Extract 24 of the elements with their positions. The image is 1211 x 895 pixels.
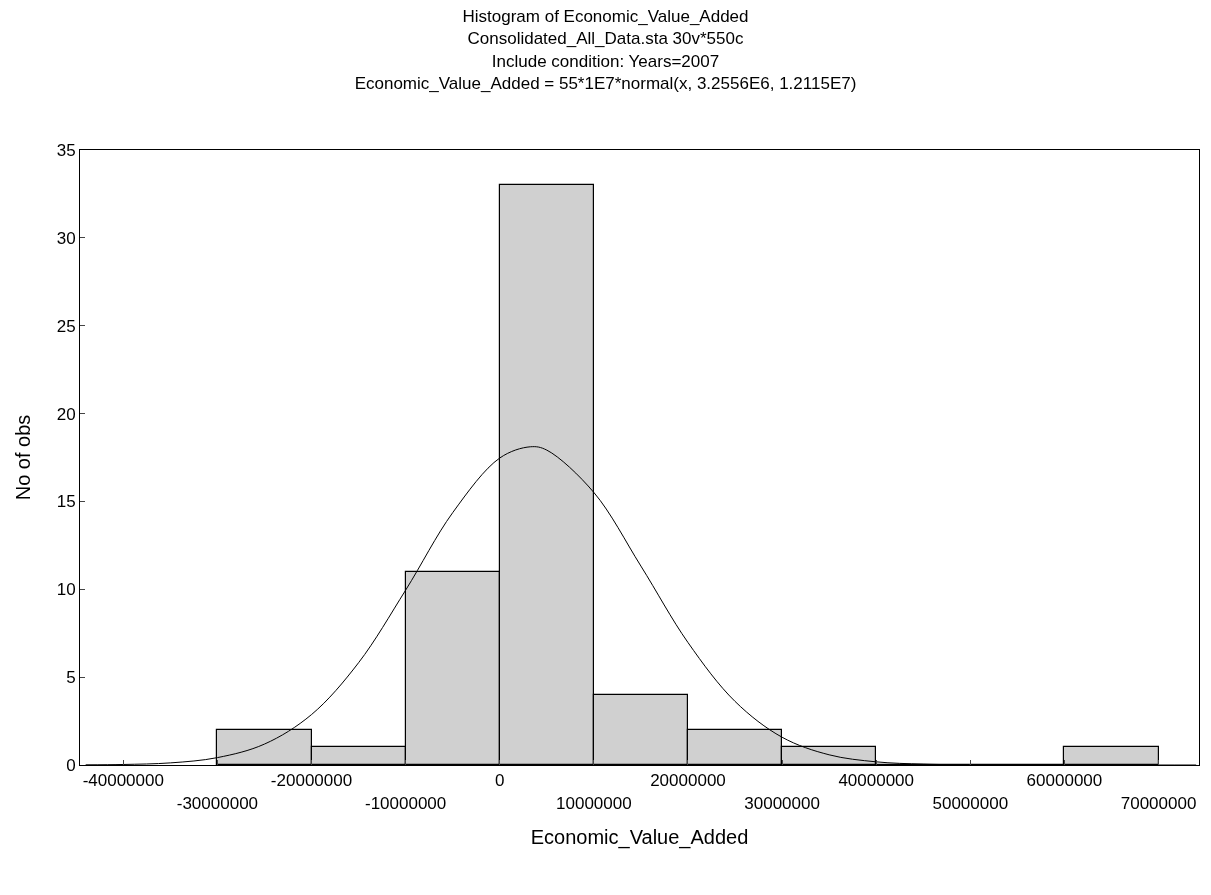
x-tick-label: 60000000 xyxy=(1026,771,1103,791)
y-tick-label: 35 xyxy=(56,140,76,160)
y-tick-label: 10 xyxy=(56,580,76,600)
x2-tick-label: 70000000 xyxy=(1120,794,1197,813)
y-tick-label: 25 xyxy=(56,316,76,336)
x2-tick-label: -30000000 xyxy=(176,794,259,813)
x-tick-label: 20000000 xyxy=(650,771,726,791)
x-tick-label: -40000000 xyxy=(82,771,164,791)
x2-tick-label: 50000000 xyxy=(932,794,1009,813)
y-axis-title: No of obs xyxy=(12,414,34,501)
x2-tick-label: 30000000 xyxy=(744,794,820,813)
x-tick-label: -20000000 xyxy=(270,771,353,791)
x-tick-label: 40000000 xyxy=(838,771,915,791)
y-tick-label: 20 xyxy=(56,404,76,424)
x2-tick-label: 10000000 xyxy=(556,794,632,813)
y-tick-label: 5 xyxy=(66,668,76,688)
y-tick-label: 0 xyxy=(66,755,76,775)
x-tick-label: 0 xyxy=(495,771,505,791)
chart-subtitle: Consolidated_All_Data.sta 30v*550c Include condition: Years=2007 Economic_Value_Added = 55*1E7*normal(x, 3.2556E6, 1.2115E7) xyxy=(354,29,857,93)
x-axis-title: Economic_Value_Added xyxy=(530,825,749,849)
chart-title: Histogram of Economic_Value_Added xyxy=(462,7,749,27)
y-tick-label: 30 xyxy=(56,228,76,248)
y-tick-label: 15 xyxy=(56,492,76,512)
x2-tick-label: -10000000 xyxy=(364,794,447,813)
